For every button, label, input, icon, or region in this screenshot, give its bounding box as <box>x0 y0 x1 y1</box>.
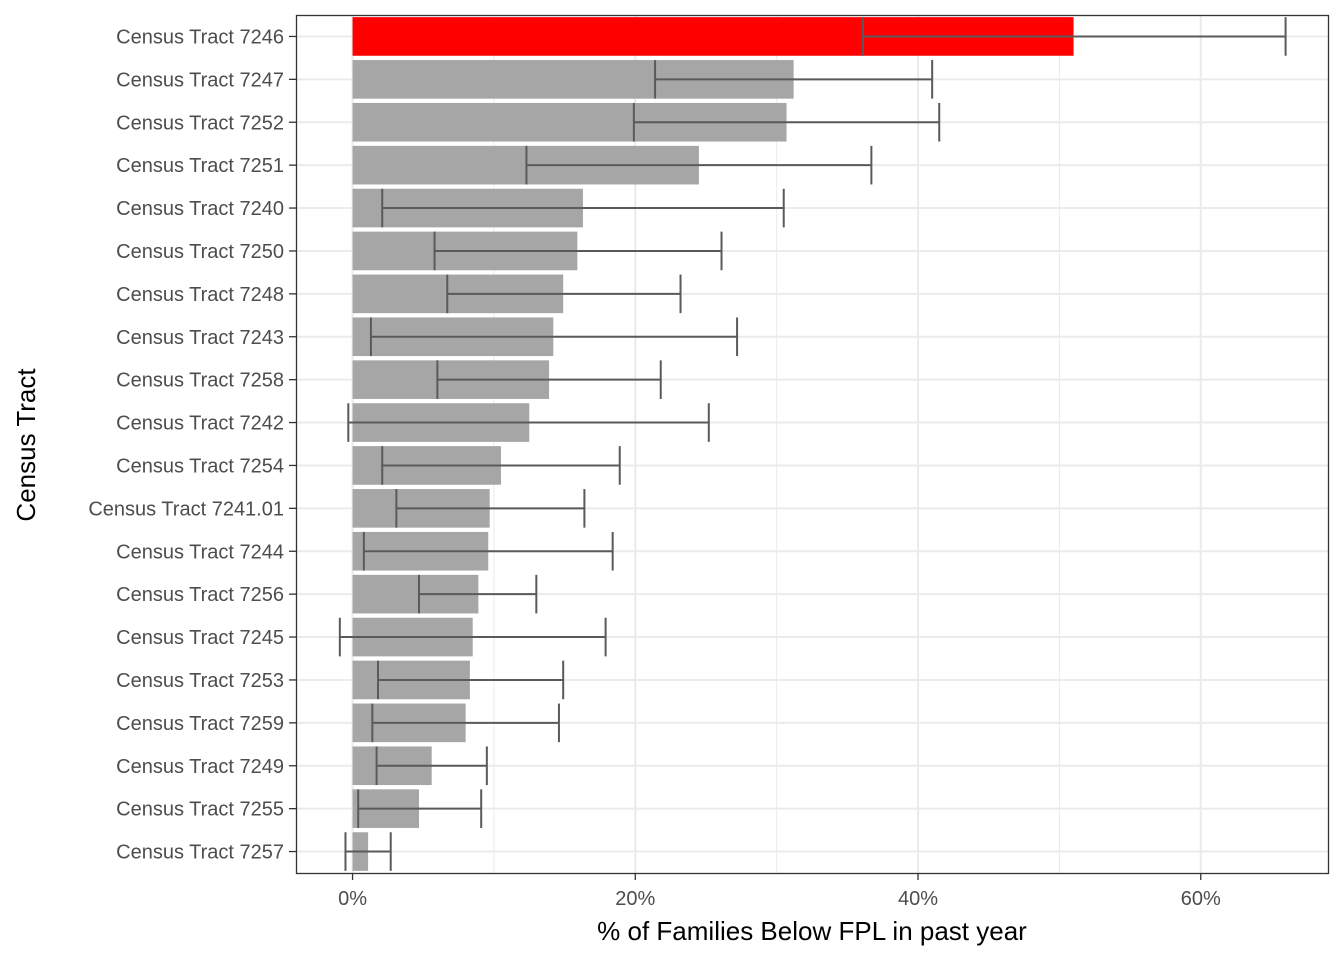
error-bar <box>375 746 488 786</box>
x-tick-label: 40% <box>898 888 938 910</box>
error-bar <box>381 446 621 485</box>
x-tick-label: 60% <box>1181 888 1221 910</box>
error-bar <box>344 832 392 871</box>
y-tick-label: Census Tract 7257 <box>116 842 284 864</box>
y-tick-label: Census Tract 7252 <box>116 112 284 134</box>
y-tick-label: Census Tract 7242 <box>116 413 284 435</box>
x-axis-title: % of Families Below FPL in past year <box>597 916 1027 946</box>
error-bar <box>371 703 560 743</box>
x-tick-label: 0% <box>338 888 367 910</box>
error-bar <box>376 660 565 700</box>
error-bar <box>861 17 1287 56</box>
x-axis: 0% 20% 40% 60% <box>338 873 1221 910</box>
y-tick-label: Census Tract 7247 <box>116 69 284 91</box>
error-bar <box>395 489 586 528</box>
error-bar <box>338 617 607 657</box>
error-bar <box>417 574 538 614</box>
error-bar <box>525 145 873 185</box>
y-tick-label: Census Tract 7243 <box>116 327 284 349</box>
error-bar <box>446 274 682 314</box>
error-bars <box>338 17 1287 871</box>
error-bar <box>357 789 483 828</box>
panel-border <box>295 14 1330 875</box>
y-tick-label: Census Tract 7251 <box>116 155 284 177</box>
y-tick-label: Census Tract 7249 <box>116 756 284 778</box>
y-tick-label: Census Tract 7240 <box>116 198 284 220</box>
y-tick-label: Census Tract 7256 <box>116 584 284 606</box>
y-tick-label: Census Tract 7259 <box>116 713 284 735</box>
y-tick-label: Census Tract 7255 <box>116 799 284 821</box>
y-axis: Census Tract 7246 Census Tract 7247 Census… <box>88 26 296 864</box>
y-tick-label: Census Tract 7253 <box>116 670 284 692</box>
error-bar <box>632 102 941 142</box>
x-tick-label: 20% <box>615 888 655 910</box>
error-bar <box>369 317 739 357</box>
y-tick-label: Census Tract 7245 <box>116 627 284 649</box>
error-bar <box>433 231 723 271</box>
y-tick-label: Census Tract 7248 <box>116 284 284 306</box>
error-bar <box>381 188 785 228</box>
y-tick-label: Census Tract 7246 <box>116 26 284 48</box>
y-tick-label: Census Tract 7244 <box>116 541 284 563</box>
y-tick-label: Census Tract 7254 <box>116 455 284 477</box>
error-bar <box>347 403 710 442</box>
error-bar <box>362 531 614 571</box>
y-tick-label: Census Tract 7258 <box>116 370 284 392</box>
y-tick-label: Census Tract 7250 <box>116 241 284 263</box>
y-tick-label: Census Tract 7241.01 <box>88 498 284 520</box>
error-bar <box>654 60 934 99</box>
y-axis-title: Census Tract <box>11 368 41 522</box>
error-bar <box>436 360 662 399</box>
